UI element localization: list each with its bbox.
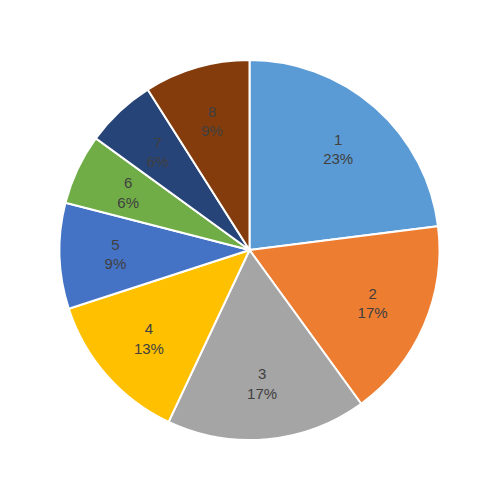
svg-text:59%: 59% [105,236,127,273]
svg-text:317%: 317% [247,365,277,402]
svg-text:123%: 123% [323,131,353,168]
svg-text:413%: 413% [134,320,164,357]
svg-text:76%: 76% [147,134,169,171]
svg-text:89%: 89% [201,103,223,140]
svg-text:217%: 217% [358,285,388,322]
svg-text:66%: 66% [117,174,139,211]
